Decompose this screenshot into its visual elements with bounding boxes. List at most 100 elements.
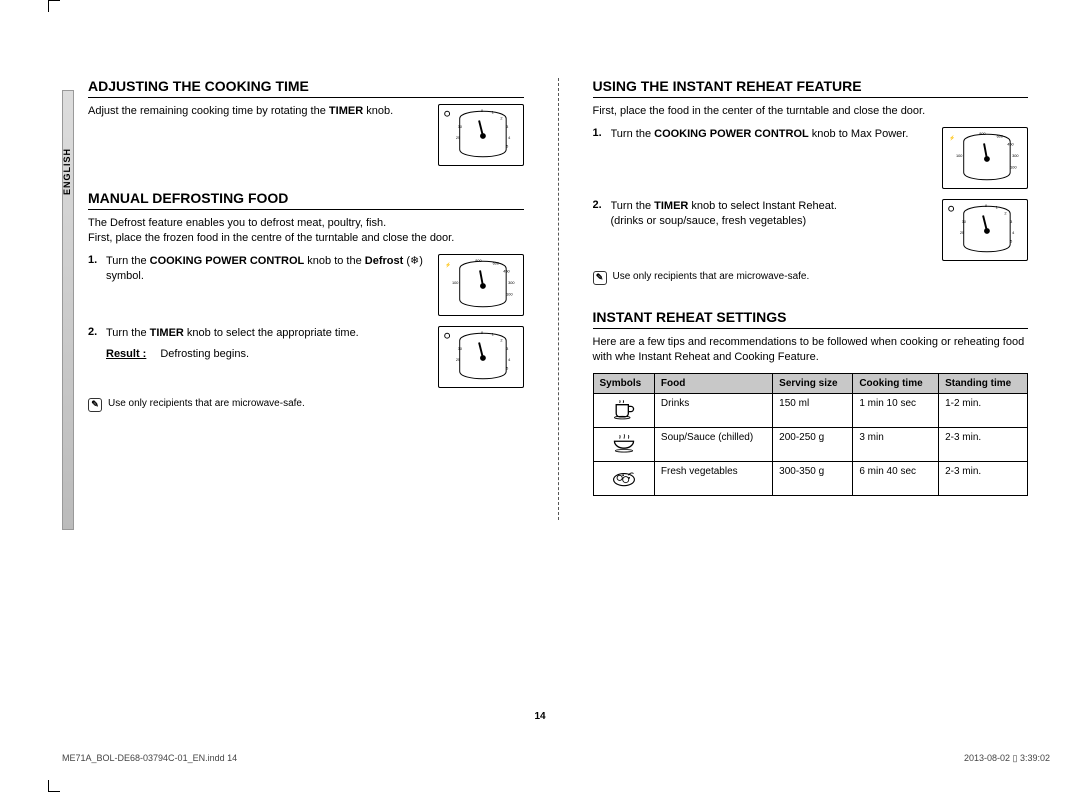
svg-text:3: 3 xyxy=(506,124,508,129)
svg-text:5: 5 xyxy=(506,144,508,149)
th-serving: Serving size xyxy=(773,373,853,393)
svg-text:3: 3 xyxy=(1010,219,1012,224)
cell-cook: 6 min 40 sec xyxy=(853,461,939,495)
svg-text:100: 100 xyxy=(956,153,962,158)
svg-text:450: 450 xyxy=(503,268,509,273)
svg-text:300: 300 xyxy=(508,280,514,285)
svg-text:2: 2 xyxy=(500,116,502,121)
intro-manual-defrost: The Defrost feature enables you to defro… xyxy=(88,216,524,246)
steps-instant-reheat: 800600450300100100⚡ Turn the COOKING POW… xyxy=(593,127,1029,261)
note-reheat: ✎ Use only recipients that are microwave… xyxy=(593,271,1029,285)
step-2-reheat: 0123452530 Turn the TIMER knob to select… xyxy=(593,199,1029,261)
cell-symbol xyxy=(593,427,654,461)
svg-text:1: 1 xyxy=(491,331,493,336)
svg-text:0: 0 xyxy=(985,203,987,208)
timer-dial-illustration: 0 1 23 45 25 30 xyxy=(438,326,524,388)
right-column: Using the instant reheat feature First, … xyxy=(593,78,1029,520)
heading-adjust-cooking: Adjusting the cooking time xyxy=(88,78,524,98)
svg-text:1: 1 xyxy=(996,205,998,210)
th-cooking: Cooking time xyxy=(853,373,939,393)
th-food: Food xyxy=(654,373,772,393)
svg-text:100: 100 xyxy=(1010,164,1016,169)
note-icon: ✎ xyxy=(593,271,607,285)
step-1-reheat: 800600450300100100⚡ Turn the COOKING POW… xyxy=(593,127,1029,189)
cell-serving: 300-350 g xyxy=(773,461,853,495)
svg-text:600: 600 xyxy=(492,260,498,265)
table-row: Soup/Sauce (chilled)200-250 g3 min2-3 mi… xyxy=(593,427,1028,461)
timer-dial-illustration: 0 1 23 45 25 30 xyxy=(438,104,524,166)
power-dial-illustration: 800 600 450 300 100 100 ⚡ xyxy=(942,127,1028,189)
svg-text:30: 30 xyxy=(457,124,461,129)
timer-dial-illustration: 0 1 23 45 25 30 xyxy=(942,199,1028,261)
svg-text:25: 25 xyxy=(455,135,459,140)
cell-symbol xyxy=(593,393,654,427)
svg-text:0: 0 xyxy=(481,329,483,334)
svg-text:0: 0 xyxy=(481,108,483,113)
svg-text:25: 25 xyxy=(960,230,964,235)
cell-symbol xyxy=(593,461,654,495)
note-icon: ✎ xyxy=(88,398,102,412)
th-symbols: Symbols xyxy=(593,373,654,393)
svg-text:600: 600 xyxy=(997,134,1003,139)
cell-stand: 2-3 min. xyxy=(939,427,1028,461)
svg-text:1: 1 xyxy=(491,110,493,115)
svg-text:800: 800 xyxy=(979,131,985,136)
svg-text:2: 2 xyxy=(1004,210,1006,215)
column-divider xyxy=(558,78,559,520)
note-defrost: ✎ Use only recipients that are microwave… xyxy=(88,398,524,412)
section-manual-defrost: Manual defrosting food The Defrost featu… xyxy=(88,190,524,412)
svg-text:30: 30 xyxy=(457,346,461,351)
table-row: Fresh vegetables300-350 g6 min 40 sec2-3… xyxy=(593,461,1028,495)
svg-text:450: 450 xyxy=(1007,141,1013,146)
svg-text:800: 800 xyxy=(475,257,481,262)
cell-food: Drinks xyxy=(654,393,772,427)
crop-mark-top xyxy=(48,0,60,12)
intro-instant-reheat: First, place the food in the center of t… xyxy=(593,104,1029,119)
footer: ME71A_BOL-DE68-03794C-01_EN.indd 14 2013… xyxy=(62,753,1050,764)
power-dial-illustration: 800 600 450 300 100 100 ⚡ xyxy=(438,254,524,316)
table-row: Drinks150 ml1 min 10 sec1-2 min. xyxy=(593,393,1028,427)
svg-text:⚡: ⚡ xyxy=(445,261,451,268)
svg-text:3: 3 xyxy=(506,346,508,351)
svg-text:4: 4 xyxy=(508,135,511,140)
section-instant-reheat: Using the instant reheat feature First, … xyxy=(593,78,1029,285)
heading-manual-defrost: Manual defrosting food xyxy=(88,190,524,210)
page-content: Adjusting the cooking time 0123452530 Ad… xyxy=(88,78,1028,520)
crop-mark-bottom xyxy=(48,780,60,792)
section-adjust-cooking: Adjusting the cooking time 0123452530 Ad… xyxy=(88,78,524,166)
left-column: Adjusting the cooking time 0123452530 Ad… xyxy=(88,78,524,520)
heading-instant-reheat: Using the instant reheat feature xyxy=(593,78,1029,98)
intro-reheat-settings: Here are a few tips and recommendations … xyxy=(593,335,1029,365)
cell-cook: 3 min xyxy=(853,427,939,461)
svg-text:5: 5 xyxy=(1010,238,1012,243)
cell-food: Fresh vegetables xyxy=(654,461,772,495)
th-standing: Standing time xyxy=(939,373,1028,393)
svg-text:2: 2 xyxy=(500,337,502,342)
cell-food: Soup/Sauce (chilled) xyxy=(654,427,772,461)
section-reheat-settings: Instant reheat settings Here are a few t… xyxy=(593,309,1029,496)
page-number: 14 xyxy=(0,711,1080,722)
svg-text:25: 25 xyxy=(455,357,459,362)
table-header-row: Symbols Food Serving size Cooking time S… xyxy=(593,373,1028,393)
svg-text:4: 4 xyxy=(1012,230,1015,235)
svg-text:4: 4 xyxy=(508,357,511,362)
svg-text:5: 5 xyxy=(506,365,508,370)
cell-serving: 150 ml xyxy=(773,393,853,427)
svg-text:⚡: ⚡ xyxy=(949,134,955,141)
cell-cook: 1 min 10 sec xyxy=(853,393,939,427)
cell-stand: 1-2 min. xyxy=(939,393,1028,427)
steps-manual-defrost: 800600450300100100⚡ Turn the COOKING POW… xyxy=(88,254,524,388)
cell-stand: 2-3 min. xyxy=(939,461,1028,495)
footer-filename: ME71A_BOL-DE68-03794C-01_EN.indd 14 xyxy=(62,753,237,764)
svg-text:300: 300 xyxy=(1012,153,1018,158)
svg-text:30: 30 xyxy=(962,219,966,224)
svg-text:100: 100 xyxy=(506,291,512,296)
reheat-settings-table: Symbols Food Serving size Cooking time S… xyxy=(593,373,1029,496)
language-tab-label: ENGLISH xyxy=(62,148,72,195)
svg-text:100: 100 xyxy=(451,280,457,285)
step-2-defrost: 0123452530 Turn the TIMER knob to select… xyxy=(88,326,524,388)
result-line: Result :Defrosting begins. xyxy=(106,347,426,362)
heading-reheat-settings: Instant reheat settings xyxy=(593,309,1029,329)
footer-timestamp: 2013-08-02 ▯ 3:39:02 xyxy=(964,753,1050,764)
step-1-defrost: 800600450300100100⚡ Turn the COOKING POW… xyxy=(88,254,524,316)
